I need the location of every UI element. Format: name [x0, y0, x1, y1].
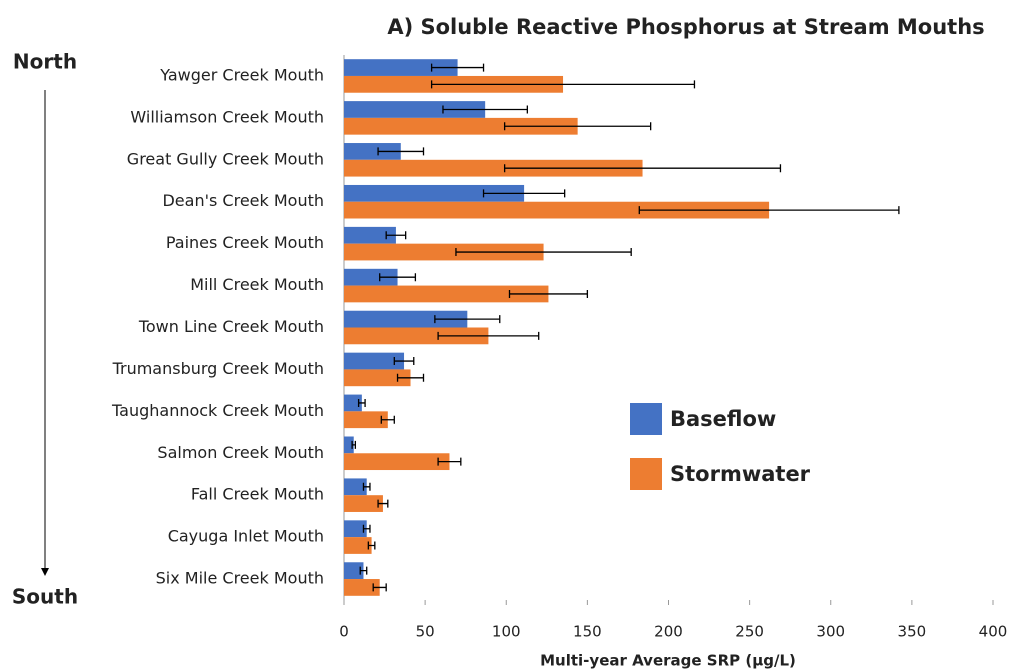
y-tick-label: Dean's Creek Mouth	[162, 191, 324, 210]
x-tick-label: 0	[339, 623, 349, 641]
x-axis-label: Multi-year Average SRP (µg/L)	[540, 652, 796, 670]
bar	[344, 369, 411, 387]
x-tick-label: 150	[573, 623, 602, 641]
bar	[344, 495, 383, 512]
error-bar	[351, 440, 357, 449]
bar	[344, 579, 380, 596]
south-label: South	[12, 585, 78, 609]
y-tick-label: Taughannock Creek Mouth	[111, 401, 324, 420]
error-bar	[508, 289, 589, 298]
error-bar	[393, 357, 415, 366]
error-bar	[455, 248, 632, 257]
error-bar	[503, 164, 782, 173]
bar	[344, 436, 354, 454]
y-tick-label: Mill Creek Mouth	[190, 275, 324, 294]
bar	[344, 159, 643, 177]
legend-swatch	[630, 458, 662, 490]
x-tick-label: 400	[979, 623, 1008, 641]
error-bar	[437, 331, 540, 340]
x-tick-label: 350	[898, 623, 927, 641]
error-bar	[357, 398, 366, 407]
bar	[344, 327, 489, 345]
y-tick-label: Yawger Creek Mouth	[159, 65, 324, 84]
x-tick-label: 100	[492, 623, 521, 641]
bar	[344, 394, 362, 412]
bar	[344, 411, 388, 429]
bar	[344, 101, 486, 118]
bar	[344, 562, 364, 580]
error-bar	[430, 63, 485, 72]
error-bar	[362, 524, 371, 533]
error-bar	[377, 499, 389, 508]
bar	[344, 478, 367, 496]
bar	[344, 310, 468, 328]
bar	[344, 184, 525, 202]
bar	[344, 352, 405, 370]
error-bar	[430, 80, 696, 89]
error-bar	[380, 415, 395, 424]
bar	[344, 453, 450, 471]
error-bar	[503, 122, 652, 131]
error-bar	[362, 482, 371, 491]
x-tick-label: 50	[416, 623, 435, 641]
y-tick-label: Fall Creek Mouth	[191, 485, 324, 504]
y-tick-label: Trumansburg Creek Mouth	[112, 359, 324, 378]
error-bar	[367, 541, 376, 550]
bar	[344, 537, 372, 554]
y-tick-label: Great Gully Creek Mouth	[127, 149, 324, 168]
y-tick-label: Town Line Creek Mouth	[138, 317, 324, 336]
x-tick-label: 300	[816, 623, 845, 641]
arrow-head	[41, 568, 49, 576]
bar	[344, 243, 544, 261]
error-bar	[377, 147, 425, 156]
bar	[344, 59, 458, 76]
y-tick-label: Williamson Creek Mouth	[130, 107, 324, 126]
error-bar	[379, 273, 417, 282]
legend-swatch	[630, 403, 662, 435]
bar	[344, 226, 396, 244]
error-bar	[434, 315, 501, 324]
bar	[344, 268, 398, 286]
y-tick-label: Cayuga Inlet Mouth	[168, 527, 324, 546]
bar	[344, 201, 770, 219]
legend-label: Baseflow	[670, 407, 776, 431]
error-bar	[372, 583, 387, 592]
bar	[344, 143, 401, 160]
bar	[344, 117, 578, 135]
error-bar	[359, 566, 368, 575]
y-tick-label: Paines Creek Mouth	[166, 233, 324, 252]
error-bar	[385, 231, 407, 240]
bar	[344, 520, 367, 538]
error-bar	[638, 206, 900, 215]
x-tick-label: 200	[654, 623, 683, 641]
error-bar	[482, 189, 566, 198]
error-bar	[442, 105, 528, 114]
error-bar	[437, 457, 462, 466]
chart-title: A) Soluble Reactive Phosphorus at Stream…	[387, 15, 984, 39]
bar	[344, 285, 549, 303]
north-label: North	[13, 50, 77, 74]
x-tick-label: 250	[735, 623, 764, 641]
y-tick-label: Six Mile Creek Mouth	[156, 569, 324, 588]
error-bar	[396, 373, 425, 382]
y-tick-label: Salmon Creek Mouth	[157, 443, 324, 462]
legend-label: Stormwater	[670, 462, 811, 486]
